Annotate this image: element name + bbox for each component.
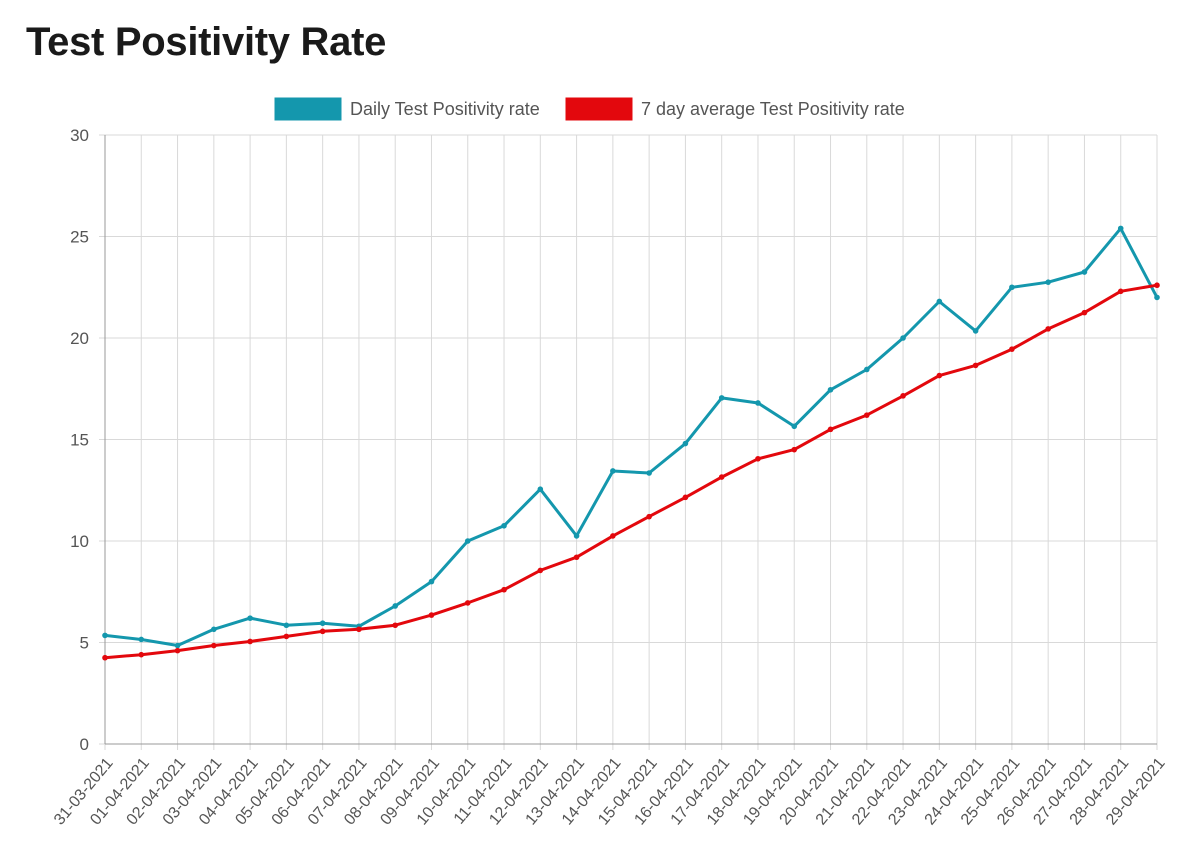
data-point[interactable] bbox=[791, 446, 798, 453]
data-point[interactable] bbox=[682, 440, 689, 447]
data-point[interactable] bbox=[392, 622, 399, 629]
legend-item[interactable]: Daily Test Positivity rate bbox=[274, 97, 540, 121]
data-point[interactable] bbox=[1081, 309, 1088, 316]
chart-grid bbox=[99, 134, 1158, 750]
data-point[interactable] bbox=[646, 470, 652, 476]
data-point[interactable] bbox=[936, 372, 943, 379]
x-axis-ticks: 31-03-202101-04-202102-04-202103-04-2021… bbox=[51, 755, 1169, 829]
data-point[interactable] bbox=[211, 642, 217, 649]
data-point[interactable] bbox=[247, 638, 253, 645]
data-point[interactable] bbox=[755, 400, 761, 406]
data-point[interactable] bbox=[610, 533, 616, 539]
legend-swatch bbox=[565, 97, 633, 121]
chart-legend[interactable]: Daily Test Positivity rate 7 day average … bbox=[274, 97, 905, 121]
data-point[interactable] bbox=[501, 586, 507, 593]
data-point[interactable] bbox=[900, 393, 906, 399]
y-tick-label: 25 bbox=[70, 228, 89, 247]
page-title: Test Positivity Rate bbox=[26, 20, 387, 64]
data-point[interactable] bbox=[682, 494, 689, 501]
data-point[interactable] bbox=[428, 578, 435, 585]
data-point[interactable] bbox=[718, 395, 725, 401]
data-point[interactable] bbox=[102, 654, 108, 661]
data-point[interactable] bbox=[972, 328, 979, 334]
data-point[interactable] bbox=[283, 622, 290, 629]
series-line[interactable] bbox=[103, 283, 1159, 660]
data-point[interactable] bbox=[501, 522, 507, 529]
data-point[interactable] bbox=[718, 474, 725, 480]
data-point[interactable] bbox=[138, 636, 145, 643]
data-point[interactable] bbox=[1154, 282, 1160, 289]
legend-label: 7 day average Test Positivity rate bbox=[641, 99, 905, 119]
data-point[interactable] bbox=[102, 632, 108, 639]
data-point[interactable] bbox=[1117, 225, 1124, 232]
data-point[interactable] bbox=[573, 533, 580, 539]
data-point[interactable] bbox=[1117, 288, 1124, 295]
legend-label: Daily Test Positivity rate bbox=[350, 99, 540, 119]
series-seven-day-average bbox=[102, 282, 1160, 661]
data-point[interactable] bbox=[646, 513, 652, 520]
y-tick-label: 20 bbox=[70, 329, 89, 348]
y-tick-label: 5 bbox=[80, 634, 89, 653]
data-point[interactable] bbox=[1009, 284, 1015, 291]
data-point[interactable] bbox=[900, 335, 906, 341]
data-point[interactable] bbox=[972, 362, 979, 369]
data-point[interactable] bbox=[428, 612, 435, 618]
chart-series bbox=[102, 225, 1160, 661]
chart-axes bbox=[104, 135, 1157, 745]
series-line[interactable] bbox=[103, 226, 1159, 647]
data-point[interactable] bbox=[211, 626, 217, 633]
data-point[interactable] bbox=[1154, 294, 1160, 301]
data-point[interactable] bbox=[827, 386, 834, 393]
y-tick-label: 15 bbox=[70, 431, 89, 450]
data-point[interactable] bbox=[863, 412, 870, 418]
data-point[interactable] bbox=[1045, 279, 1051, 285]
data-point[interactable] bbox=[1009, 346, 1015, 352]
y-tick-label: 10 bbox=[70, 532, 89, 551]
data-point[interactable] bbox=[356, 626, 362, 633]
data-point[interactable] bbox=[936, 298, 943, 305]
legend-swatch bbox=[274, 97, 342, 121]
data-point[interactable] bbox=[1045, 326, 1051, 332]
series-daily bbox=[102, 225, 1160, 649]
data-point[interactable] bbox=[247, 615, 253, 621]
y-tick-label: 0 bbox=[80, 735, 89, 754]
y-tick-label: 30 bbox=[70, 126, 89, 145]
data-point[interactable] bbox=[827, 426, 834, 433]
data-point[interactable] bbox=[537, 567, 544, 574]
data-point[interactable] bbox=[464, 538, 471, 544]
data-point[interactable] bbox=[174, 642, 181, 649]
data-point[interactable] bbox=[1081, 269, 1088, 275]
data-point[interactable] bbox=[537, 486, 544, 493]
data-point[interactable] bbox=[283, 633, 290, 640]
data-point[interactable] bbox=[174, 647, 181, 654]
data-point[interactable] bbox=[755, 455, 761, 462]
data-point[interactable] bbox=[610, 468, 616, 474]
data-point[interactable] bbox=[464, 600, 471, 606]
y-axis-ticks: 0 5 10 15 20 25 30 bbox=[70, 126, 89, 754]
legend-item[interactable]: 7 day average Test Positivity rate bbox=[565, 97, 905, 121]
data-point[interactable] bbox=[138, 651, 145, 658]
data-point[interactable] bbox=[319, 620, 326, 627]
data-point[interactable] bbox=[392, 603, 399, 609]
data-point[interactable] bbox=[791, 423, 798, 430]
data-point[interactable] bbox=[863, 366, 870, 373]
data-point[interactable] bbox=[573, 554, 580, 561]
data-point[interactable] bbox=[319, 628, 326, 635]
